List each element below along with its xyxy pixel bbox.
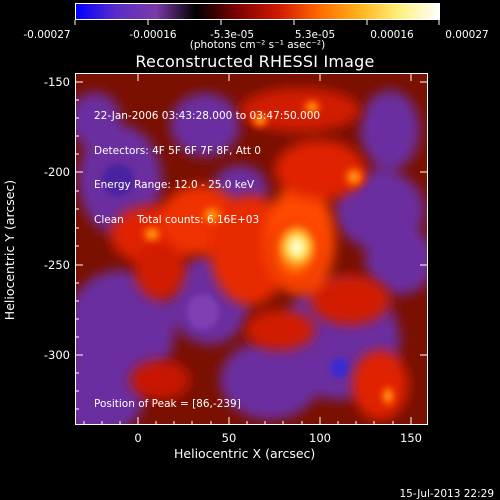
colorbar-tick-label: -0.00027 [23,29,71,41]
colorbar [75,3,440,20]
y-tick-label: -200 [43,165,70,179]
plot-title: Reconstructed RHESSI Image [135,52,375,71]
y-tick-label: -250 [43,258,70,272]
colorbar-tick-label: 5.3e-05 [294,29,336,41]
observation-info: 22-Jan-2006 03:43:28.000 to 03:47:50.000… [94,88,320,238]
colorbar-tick-label: -5.3e-05 [209,29,255,41]
colorbar-ticks [74,20,440,25]
y-tick-label: -150 [43,75,70,89]
plot-frame [75,73,428,425]
colorbar-units: (photons cm⁻² s⁻¹ asec⁻²) [189,39,326,51]
peak-position: Position of Peak = [86,-239] [94,398,241,410]
info-detectors: Detectors: 4F 5F 6F 7F 8F, Att 0 [94,144,261,157]
heatmap-area [75,73,428,425]
info-energy-range: Energy Range: 12.0 - 25.0 keV [94,179,255,191]
colorbar-tick-label: 0.00027 [445,29,489,41]
x-axis-title: Heliocentric X (arcsec) [174,446,316,461]
x-tick-label: 150 [400,431,422,445]
peak-hotspot [273,219,321,275]
y-tick-label: -300 [43,348,70,362]
info-time-range: 22-Jan-2006 03:43:28.000 to 03:47:50.000 [94,110,321,122]
colorbar-tick-label: -0.00016 [129,29,177,41]
plot-timestamp: 15-Jul-2013 22:29 [399,488,494,500]
colorbar-tick-labels: -0.00027 -0.00016 -5.3e-05 5.3e-05 0.000… [10,28,490,42]
x-tick-label: 0 [134,431,142,445]
info-clean-counts: Clean Total counts: 6.16E+03 [94,213,260,226]
y-axis-title: Heliocentric Y (arcsec) [2,179,17,321]
x-tick-label: 50 [221,431,237,445]
x-tick-label: 100 [309,431,331,445]
colorbar-tick-label: 0.00016 [370,29,414,41]
